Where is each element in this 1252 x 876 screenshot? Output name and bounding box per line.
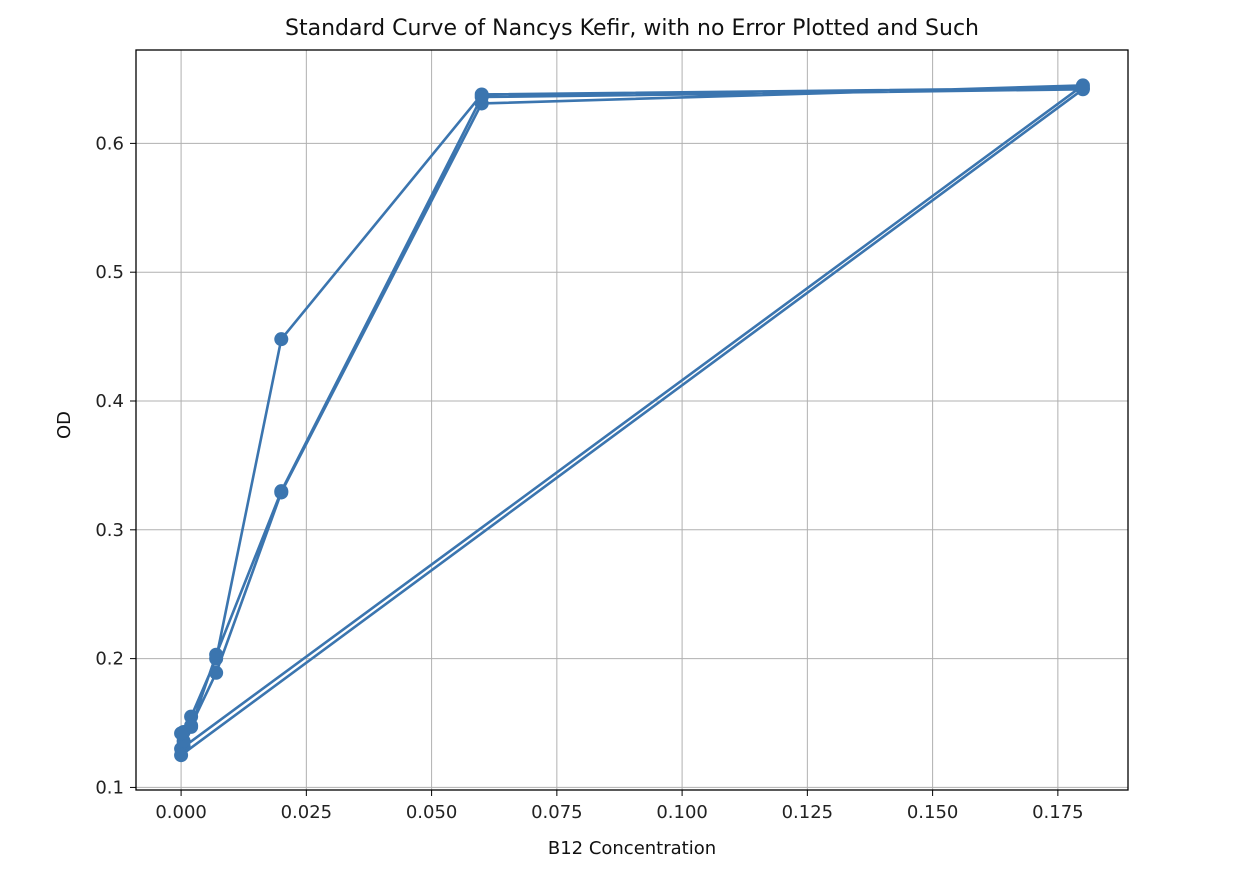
x-tick-label: 0.000 [155, 802, 207, 823]
y-tick-label: 0.4 [95, 391, 124, 412]
x-tick-label: 0.150 [907, 802, 959, 823]
x-tick-label: 0.050 [406, 802, 458, 823]
data-point [184, 719, 199, 734]
y-tick-label: 0.5 [95, 262, 124, 283]
chart-title: Standard Curve of Nancys Kefir, with no … [285, 16, 979, 41]
x-axis-title: B12 Concentration [548, 838, 716, 859]
data-point [474, 90, 489, 105]
x-tick-label: 0.175 [1032, 802, 1084, 823]
data-point [274, 484, 289, 499]
data-point [1075, 82, 1090, 97]
data-point [209, 647, 224, 662]
y-tick-label: 0.1 [95, 777, 124, 798]
y-tick-label: 0.3 [95, 520, 124, 541]
data-layer [174, 78, 1090, 763]
data-point [274, 332, 289, 347]
plot-frame [135, 49, 1129, 791]
y-tick-label: 0.2 [95, 649, 124, 670]
tick-layer: 0.000 0.025 0.050 0.075 0.100 0.125 0.150 0.175… [95, 133, 1083, 823]
data-point [174, 726, 189, 741]
data-point [209, 665, 224, 680]
x-tick-label: 0.025 [281, 802, 333, 823]
grid-layer [136, 50, 1128, 790]
data-point [174, 748, 189, 763]
x-tick-label: 0.100 [656, 802, 708, 823]
x-tick-label: 0.075 [531, 802, 583, 823]
x-tick-label: 0.125 [782, 802, 834, 823]
y-axis-title: OD [54, 411, 75, 439]
y-tick-label: 0.6 [95, 133, 124, 154]
series-line [179, 84, 1085, 757]
